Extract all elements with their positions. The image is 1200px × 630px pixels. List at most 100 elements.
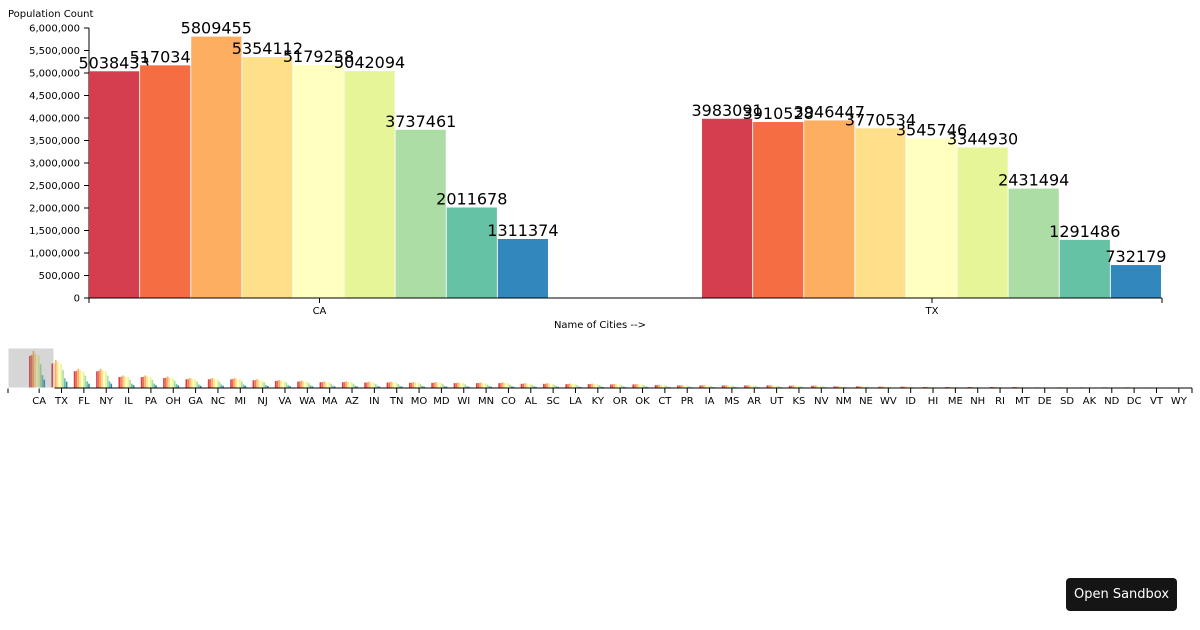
- overview-bar: [239, 379, 241, 388]
- bar[interactable]: [1110, 265, 1161, 298]
- overview-bar: [723, 385, 726, 388]
- bar-value-label: 3344930: [947, 129, 1018, 148]
- overview-bar: [510, 386, 513, 388]
- overview-bar: [909, 386, 912, 388]
- bar[interactable]: [140, 65, 191, 298]
- overview-bar: [712, 386, 714, 388]
- overview-bar: [187, 379, 189, 388]
- overview-bar: [43, 379, 46, 388]
- bar[interactable]: [855, 128, 906, 298]
- overview-tick-label: MD: [433, 396, 450, 407]
- overview-bar: [330, 383, 332, 388]
- bar[interactable]: [242, 57, 293, 299]
- overview-tick-label: MA: [322, 396, 338, 407]
- overview-bar: [464, 384, 467, 388]
- overview-bar: [153, 383, 156, 388]
- overview-tick-label: WY: [1171, 396, 1188, 407]
- overview-bar: [907, 386, 910, 388]
- overview-bar: [567, 384, 569, 388]
- overview-bar: [721, 385, 724, 388]
- overview-bar: [552, 383, 554, 388]
- bar-value-label: 3737461: [385, 112, 456, 131]
- overview-tick-label: NE: [859, 396, 873, 407]
- overview-tick-label: WV: [880, 396, 897, 407]
- bar[interactable]: [191, 36, 242, 298]
- overview-bar: [699, 385, 702, 388]
- open-sandbox-button[interactable]: Open Sandbox: [1066, 578, 1177, 611]
- overview-bar: [777, 386, 779, 388]
- overview-tick-label: KY: [592, 396, 605, 407]
- overview-bar: [928, 386, 930, 388]
- overview-bar: [442, 384, 444, 388]
- overview-bar: [170, 377, 172, 388]
- bar[interactable]: [957, 147, 1008, 298]
- brush-selection[interactable]: [7, 347, 55, 389]
- overview-bar: [41, 375, 44, 388]
- overview-bar: [706, 385, 709, 388]
- x-tick-label: CA: [313, 306, 327, 317]
- overview-bar: [747, 385, 750, 388]
- overview-bar: [842, 386, 845, 388]
- bar[interactable]: [1059, 239, 1110, 298]
- overview-bar: [678, 385, 681, 388]
- overview-bar: [501, 382, 504, 388]
- overview-bar: [148, 376, 150, 388]
- overview-bar: [663, 385, 666, 388]
- bar[interactable]: [753, 122, 804, 298]
- overview-tick-label: DC: [1127, 396, 1142, 407]
- overview-tick-label: NV: [814, 396, 828, 407]
- overview-bar: [283, 380, 286, 388]
- overview-bar: [883, 386, 886, 388]
- overview-bar: [833, 386, 836, 388]
- bar[interactable]: [497, 238, 548, 298]
- overview-bar: [619, 384, 621, 388]
- overview-bar: [565, 384, 567, 388]
- bar[interactable]: [702, 118, 753, 299]
- bar[interactable]: [395, 129, 446, 298]
- overview-bar: [548, 383, 551, 388]
- bar[interactable]: [804, 120, 855, 298]
- y-tick-label: 3,500,000: [29, 136, 80, 147]
- overview-bar: [788, 385, 791, 388]
- bar-value-label: 2011678: [436, 189, 507, 208]
- overview-bar: [108, 381, 111, 388]
- bar[interactable]: [293, 64, 344, 299]
- overview-tick-label: VA: [278, 396, 291, 407]
- y-tick-label: 6,000,000: [29, 24, 80, 35]
- bar[interactable]: [1008, 188, 1059, 298]
- overview-bar: [732, 386, 735, 388]
- bar[interactable]: [89, 71, 140, 299]
- overview-brush-chart[interactable]: CA TX FL NY IL PA OH GA NC MI NJ VA WA MA AZ IN TN MO MD WI…: [7, 347, 1193, 407]
- bar[interactable]: [446, 207, 497, 298]
- overview-bar: [574, 384, 576, 388]
- bar-value-label: 2431494: [998, 171, 1069, 190]
- overview-bar: [641, 384, 644, 388]
- overview-bar: [708, 385, 711, 388]
- overview-bar: [948, 386, 951, 388]
- overview-bar: [775, 385, 778, 388]
- overview-bar: [390, 381, 392, 388]
- overview-bar: [299, 381, 301, 388]
- overview-bar: [419, 384, 422, 388]
- overview-bar: [29, 355, 31, 388]
- overview-bar: [417, 382, 420, 388]
- overview-bar: [887, 386, 889, 388]
- overview-bar: [622, 386, 625, 388]
- y-tick-label: 2,000,000: [29, 204, 80, 215]
- overview-bar: [240, 381, 243, 388]
- bar[interactable]: [906, 138, 957, 298]
- overview-bar: [654, 385, 657, 388]
- overview-bar: [771, 385, 774, 388]
- overview-bar: [132, 385, 135, 388]
- overview-bar: [680, 385, 683, 388]
- overview-bar: [555, 386, 558, 388]
- overview-bar: [861, 386, 863, 388]
- bar[interactable]: [344, 71, 395, 298]
- overview-bar: [756, 386, 759, 388]
- overview-bar: [811, 385, 813, 388]
- overview-bar: [730, 385, 733, 388]
- overview-tick-label: AR: [747, 396, 761, 407]
- overview-bar: [589, 384, 592, 388]
